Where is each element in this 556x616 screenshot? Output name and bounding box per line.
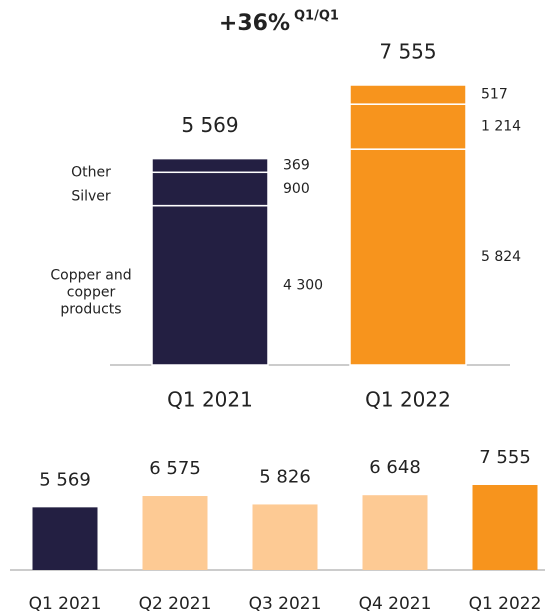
annotation-note: Q1/Q1 bbox=[294, 9, 339, 24]
bar-segment bbox=[151, 171, 269, 207]
bar bbox=[32, 507, 98, 570]
bar bbox=[142, 496, 208, 570]
x-tick-label: Q2 2021 bbox=[139, 594, 212, 614]
value-label: 5 826 bbox=[259, 466, 311, 487]
bar bbox=[252, 504, 318, 570]
value-label: 900 bbox=[283, 181, 310, 197]
value-label: 369 bbox=[283, 157, 310, 173]
bar-segment bbox=[349, 148, 467, 366]
value-label: 6 575 bbox=[149, 458, 201, 479]
total-label: 5 569 bbox=[181, 113, 238, 137]
segment-name: Silver bbox=[71, 188, 111, 205]
segment-name: Other bbox=[71, 164, 111, 181]
value-label: 6 648 bbox=[369, 457, 421, 478]
bar-segment bbox=[151, 204, 269, 366]
segment-name: Copper and copper products bbox=[50, 267, 132, 318]
x-tick-label: Q1 2021 bbox=[167, 388, 253, 412]
bar bbox=[472, 485, 538, 570]
x-tick-label: Q1 2021 bbox=[29, 594, 102, 614]
x-tick-label: Q4 2021 bbox=[359, 594, 432, 614]
x-tick-label: Q3 2021 bbox=[249, 594, 322, 614]
value-label: 517 bbox=[481, 87, 508, 103]
value-label: 5 569 bbox=[39, 469, 91, 490]
x-tick-label: Q1 2022 bbox=[365, 388, 451, 412]
bar-segment bbox=[349, 84, 467, 105]
value-label: 1 214 bbox=[481, 119, 521, 135]
bar-segment bbox=[151, 157, 269, 174]
bar bbox=[362, 495, 428, 570]
bar-segment bbox=[349, 103, 467, 150]
value-label: 7 555 bbox=[479, 447, 531, 468]
total-label: 7 555 bbox=[379, 40, 436, 64]
x-tick-label: Q1 2022 bbox=[469, 594, 542, 614]
value-label: 5 824 bbox=[481, 249, 521, 265]
annotation: +36% bbox=[219, 11, 290, 36]
value-label: 4 300 bbox=[283, 277, 323, 293]
